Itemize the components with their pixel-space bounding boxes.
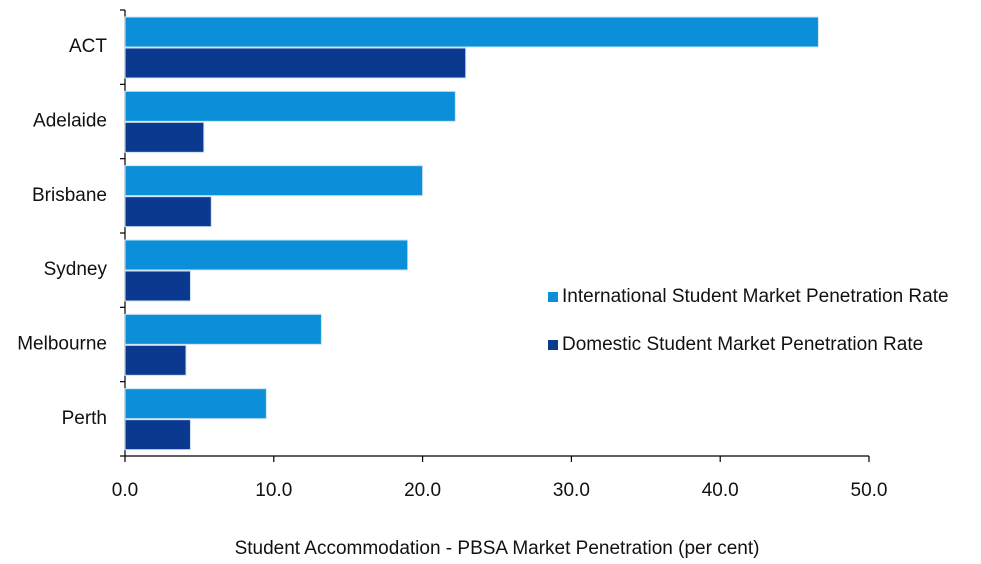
legend-label: Domestic Student Market Penetration Rate <box>562 334 923 355</box>
bar <box>124 90 456 122</box>
y-tick-label: Adelaide <box>33 111 107 132</box>
x-tick-label: 50.0 <box>851 480 888 501</box>
x-axis-label: Student Accommodation - PBSA Market Pene… <box>235 538 760 559</box>
bar <box>124 239 409 271</box>
bar <box>124 47 467 79</box>
y-tick-label: Perth <box>62 408 107 429</box>
y-tick-label: Melbourne <box>17 334 107 355</box>
bar <box>124 270 191 302</box>
x-tick-label: 20.0 <box>404 480 441 501</box>
y-tick-label: Sydney <box>44 259 108 280</box>
bar <box>124 388 267 420</box>
x-tick-label: 0.0 <box>112 480 138 501</box>
bar <box>124 16 819 48</box>
legend-swatch <box>548 292 558 302</box>
bar <box>124 196 212 228</box>
bar <box>124 313 322 345</box>
bar <box>124 121 205 153</box>
x-tick-label: 40.0 <box>702 480 739 501</box>
bar <box>124 344 187 376</box>
x-tick-label: 30.0 <box>553 480 590 501</box>
y-tick-label: Brisbane <box>32 185 107 206</box>
legend-label: International Student Market Penetration… <box>562 286 949 307</box>
y-tick-label: ACT <box>69 36 107 57</box>
bar <box>124 165 424 197</box>
x-tick-label: 10.0 <box>255 480 292 501</box>
legend-swatch <box>548 340 558 350</box>
bar <box>124 419 191 451</box>
